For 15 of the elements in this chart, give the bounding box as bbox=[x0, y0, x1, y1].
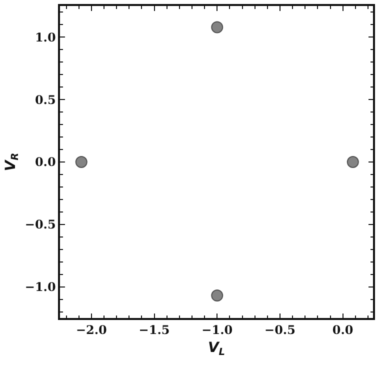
y-tick-label: −1.0 bbox=[24, 280, 56, 294]
y-tick-label: −0.5 bbox=[24, 218, 56, 232]
point bbox=[211, 290, 224, 302]
x-tick-label: −1.0 bbox=[202, 323, 233, 338]
x-tick-label: −2.0 bbox=[76, 323, 107, 338]
point bbox=[211, 21, 224, 34]
x-tick-label: −0.5 bbox=[264, 323, 296, 338]
point bbox=[346, 156, 359, 168]
x-tick-label: 0.0 bbox=[332, 323, 354, 338]
point bbox=[75, 156, 88, 168]
y-tick-label: 1.0 bbox=[34, 30, 56, 44]
y-tick-label: 0.0 bbox=[34, 155, 56, 170]
y-tick-label: 0.5 bbox=[34, 92, 56, 107]
x-tick-label: −1.5 bbox=[138, 323, 170, 338]
x-axis-title: V$_{L}$ bbox=[208, 340, 226, 358]
